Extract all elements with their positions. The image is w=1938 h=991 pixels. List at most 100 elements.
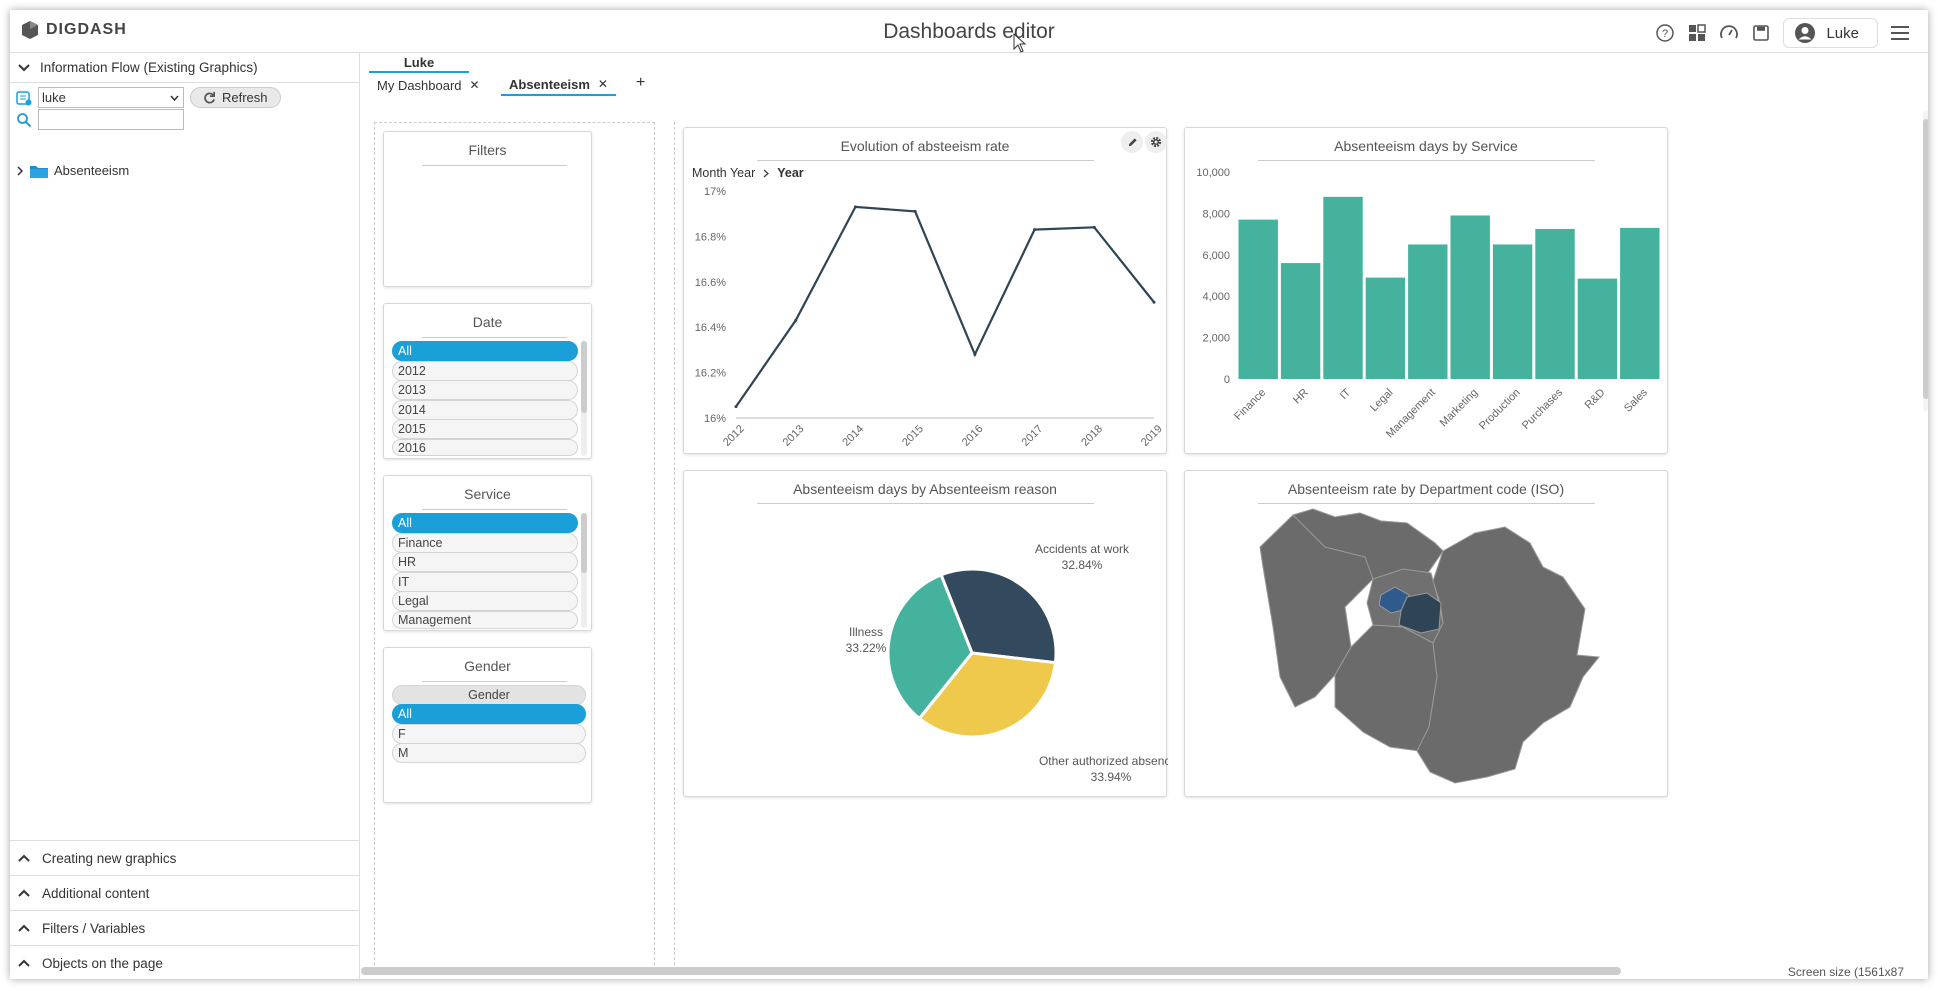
user-name: Luke — [1826, 24, 1859, 42]
breadcrumb-year[interactable]: Year — [777, 166, 804, 180]
user-menu-button[interactable]: Luke — [1783, 18, 1878, 48]
section-label: Creating new graphics — [42, 850, 177, 866]
date-scrollbar[interactable] — [581, 341, 587, 456]
bar-chart-card: Absenteeism days by Service 0 2,000 4,000 6… — [1184, 127, 1668, 454]
dashboard-tabs: Luke My Dashboard ✕ Absenteeism ✕ + — [361, 53, 1928, 111]
bar — [1492, 244, 1533, 379]
gender-filter-card: Gender Gender All F M — [383, 647, 592, 803]
service-option-hr[interactable]: HR — [392, 552, 578, 572]
service-option-legal[interactable]: Legal — [392, 591, 578, 611]
service-option-all[interactable]: All — [392, 513, 578, 533]
gender-header-button[interactable]: Gender — [392, 685, 586, 705]
bar — [1535, 228, 1575, 379]
close-icon[interactable]: ✕ — [597, 77, 608, 91]
bar — [1620, 227, 1660, 379]
bar — [1577, 278, 1618, 379]
objects-on-page-section[interactable]: Objects on the page — [10, 945, 360, 979]
canvas-vertical-scrollbar[interactable] — [1923, 111, 1928, 411]
x-tick-label: Purchases — [1520, 386, 1566, 432]
breadcrumb-month-year[interactable]: Month Year — [692, 166, 756, 180]
additional-content-section[interactable]: Additional content — [10, 875, 360, 910]
y-tick-label: 10,000 — [1196, 167, 1230, 179]
x-tick-label: Sales — [1622, 386, 1650, 414]
close-icon[interactable]: ✕ — [469, 78, 480, 92]
gender-option-all[interactable]: All — [392, 704, 586, 724]
user-select-value: luke — [42, 90, 66, 105]
filters-card: Filters — [383, 131, 592, 287]
service-filter-title: Service — [464, 486, 511, 502]
dashboard-grid-icon[interactable] — [1687, 23, 1707, 43]
information-flow-header[interactable]: Information Flow (Existing Graphics) — [10, 53, 359, 83]
x-tick-label: 2015 — [900, 423, 926, 449]
date-option-2013[interactable]: 2013 — [392, 380, 578, 400]
service-scrollbar[interactable] — [581, 513, 587, 628]
section-label: Objects on the page — [42, 955, 163, 971]
search-icon — [17, 112, 32, 127]
pie-chart-title: Absenteeism days by Absenteeism reason — [793, 481, 1057, 497]
gender-option-m[interactable]: M — [392, 743, 586, 763]
y-tick-label: 16% — [704, 413, 726, 425]
user-select-row: luke Refresh — [16, 87, 281, 108]
bar — [1323, 196, 1363, 379]
x-tick-label: 2012 — [721, 423, 747, 449]
save-icon[interactable] — [1751, 23, 1771, 43]
flow-source-icon[interactable] — [16, 90, 32, 106]
settings-button[interactable] — [1145, 131, 1167, 153]
tree-item-absenteeism[interactable]: Absenteeism — [16, 163, 129, 178]
line-chart-title: Evolution of absteeism rate — [840, 138, 1010, 154]
chevron-down-icon — [170, 95, 179, 101]
left-panel: Information Flow (Existing Graphics) luk… — [10, 53, 360, 979]
canvas-horizontal-scrollbar[interactable] — [361, 967, 1621, 975]
date-option-2016[interactable]: 2016 — [392, 439, 578, 456]
top-bar: DIGDASH Dashboards editor ? Luke — [10, 10, 1928, 53]
filters-variables-section[interactable]: Filters / Variables — [10, 910, 360, 945]
dashboard-canvas: Filters Date All 2012 2013 2014 2015 201… — [361, 111, 1928, 979]
page-title: Dashboards editor — [883, 20, 1055, 43]
y-tick-label: 4,000 — [1202, 291, 1230, 303]
chevron-right-icon[interactable] — [16, 165, 24, 176]
date-option-2014[interactable]: 2014 — [392, 400, 578, 420]
top-toolbar: ? Luke — [1655, 18, 1912, 48]
gender-filter-title: Gender — [464, 658, 511, 674]
digdash-logo[interactable]: DIGDASH — [20, 20, 127, 40]
user-select[interactable]: luke — [38, 87, 184, 108]
slice-value: 33.22% — [846, 641, 887, 655]
gear-icon — [1150, 136, 1162, 148]
data-point — [734, 405, 738, 409]
department-map[interactable] — [1185, 507, 1669, 797]
search-input[interactable] — [38, 109, 184, 130]
tab-group-luke[interactable]: Luke — [369, 53, 469, 73]
slice-label: Accidents at work — [1035, 542, 1130, 556]
help-icon[interactable]: ? — [1655, 23, 1675, 43]
user-avatar-icon — [1795, 23, 1816, 43]
date-filter-card: Date All 2012 2013 2014 2015 2016 — [383, 303, 592, 459]
section-title: Information Flow (Existing Graphics) — [40, 60, 258, 75]
bar — [1238, 219, 1278, 379]
data-point — [1152, 300, 1156, 304]
add-tab-button[interactable]: + — [636, 74, 646, 91]
pie-slice — [917, 651, 1058, 739]
bar — [1365, 277, 1406, 379]
refresh-button[interactable]: Refresh — [190, 87, 281, 108]
date-option-all[interactable]: All — [392, 341, 578, 361]
bar — [1408, 244, 1448, 379]
y-tick-label: 16.8% — [695, 231, 726, 243]
y-tick-label: 6,000 — [1202, 250, 1230, 262]
gender-option-f[interactable]: F — [392, 724, 586, 744]
service-option-management[interactable]: Management — [392, 611, 578, 629]
creating-new-graphics-section[interactable]: Creating new graphics — [10, 840, 360, 875]
y-tick-label: 16.2% — [695, 368, 726, 380]
pie-slice — [886, 572, 974, 721]
tab-label: My Dashboard — [377, 77, 462, 93]
date-option-2012[interactable]: 2012 — [392, 361, 578, 381]
gauge-icon[interactable] — [1719, 23, 1739, 43]
edit-button[interactable] — [1121, 131, 1143, 153]
tab-absenteeism[interactable]: Absenteeism ✕ — [501, 74, 616, 96]
hamburger-menu-icon[interactable] — [1890, 23, 1912, 43]
tree-item-label: Absenteeism — [54, 163, 130, 178]
date-option-2015[interactable]: 2015 — [392, 419, 578, 439]
service-option-finance[interactable]: Finance — [392, 533, 578, 553]
search-row — [16, 109, 184, 130]
tab-my-dashboard[interactable]: My Dashboard ✕ — [369, 74, 488, 96]
service-option-it[interactable]: IT — [392, 572, 578, 592]
